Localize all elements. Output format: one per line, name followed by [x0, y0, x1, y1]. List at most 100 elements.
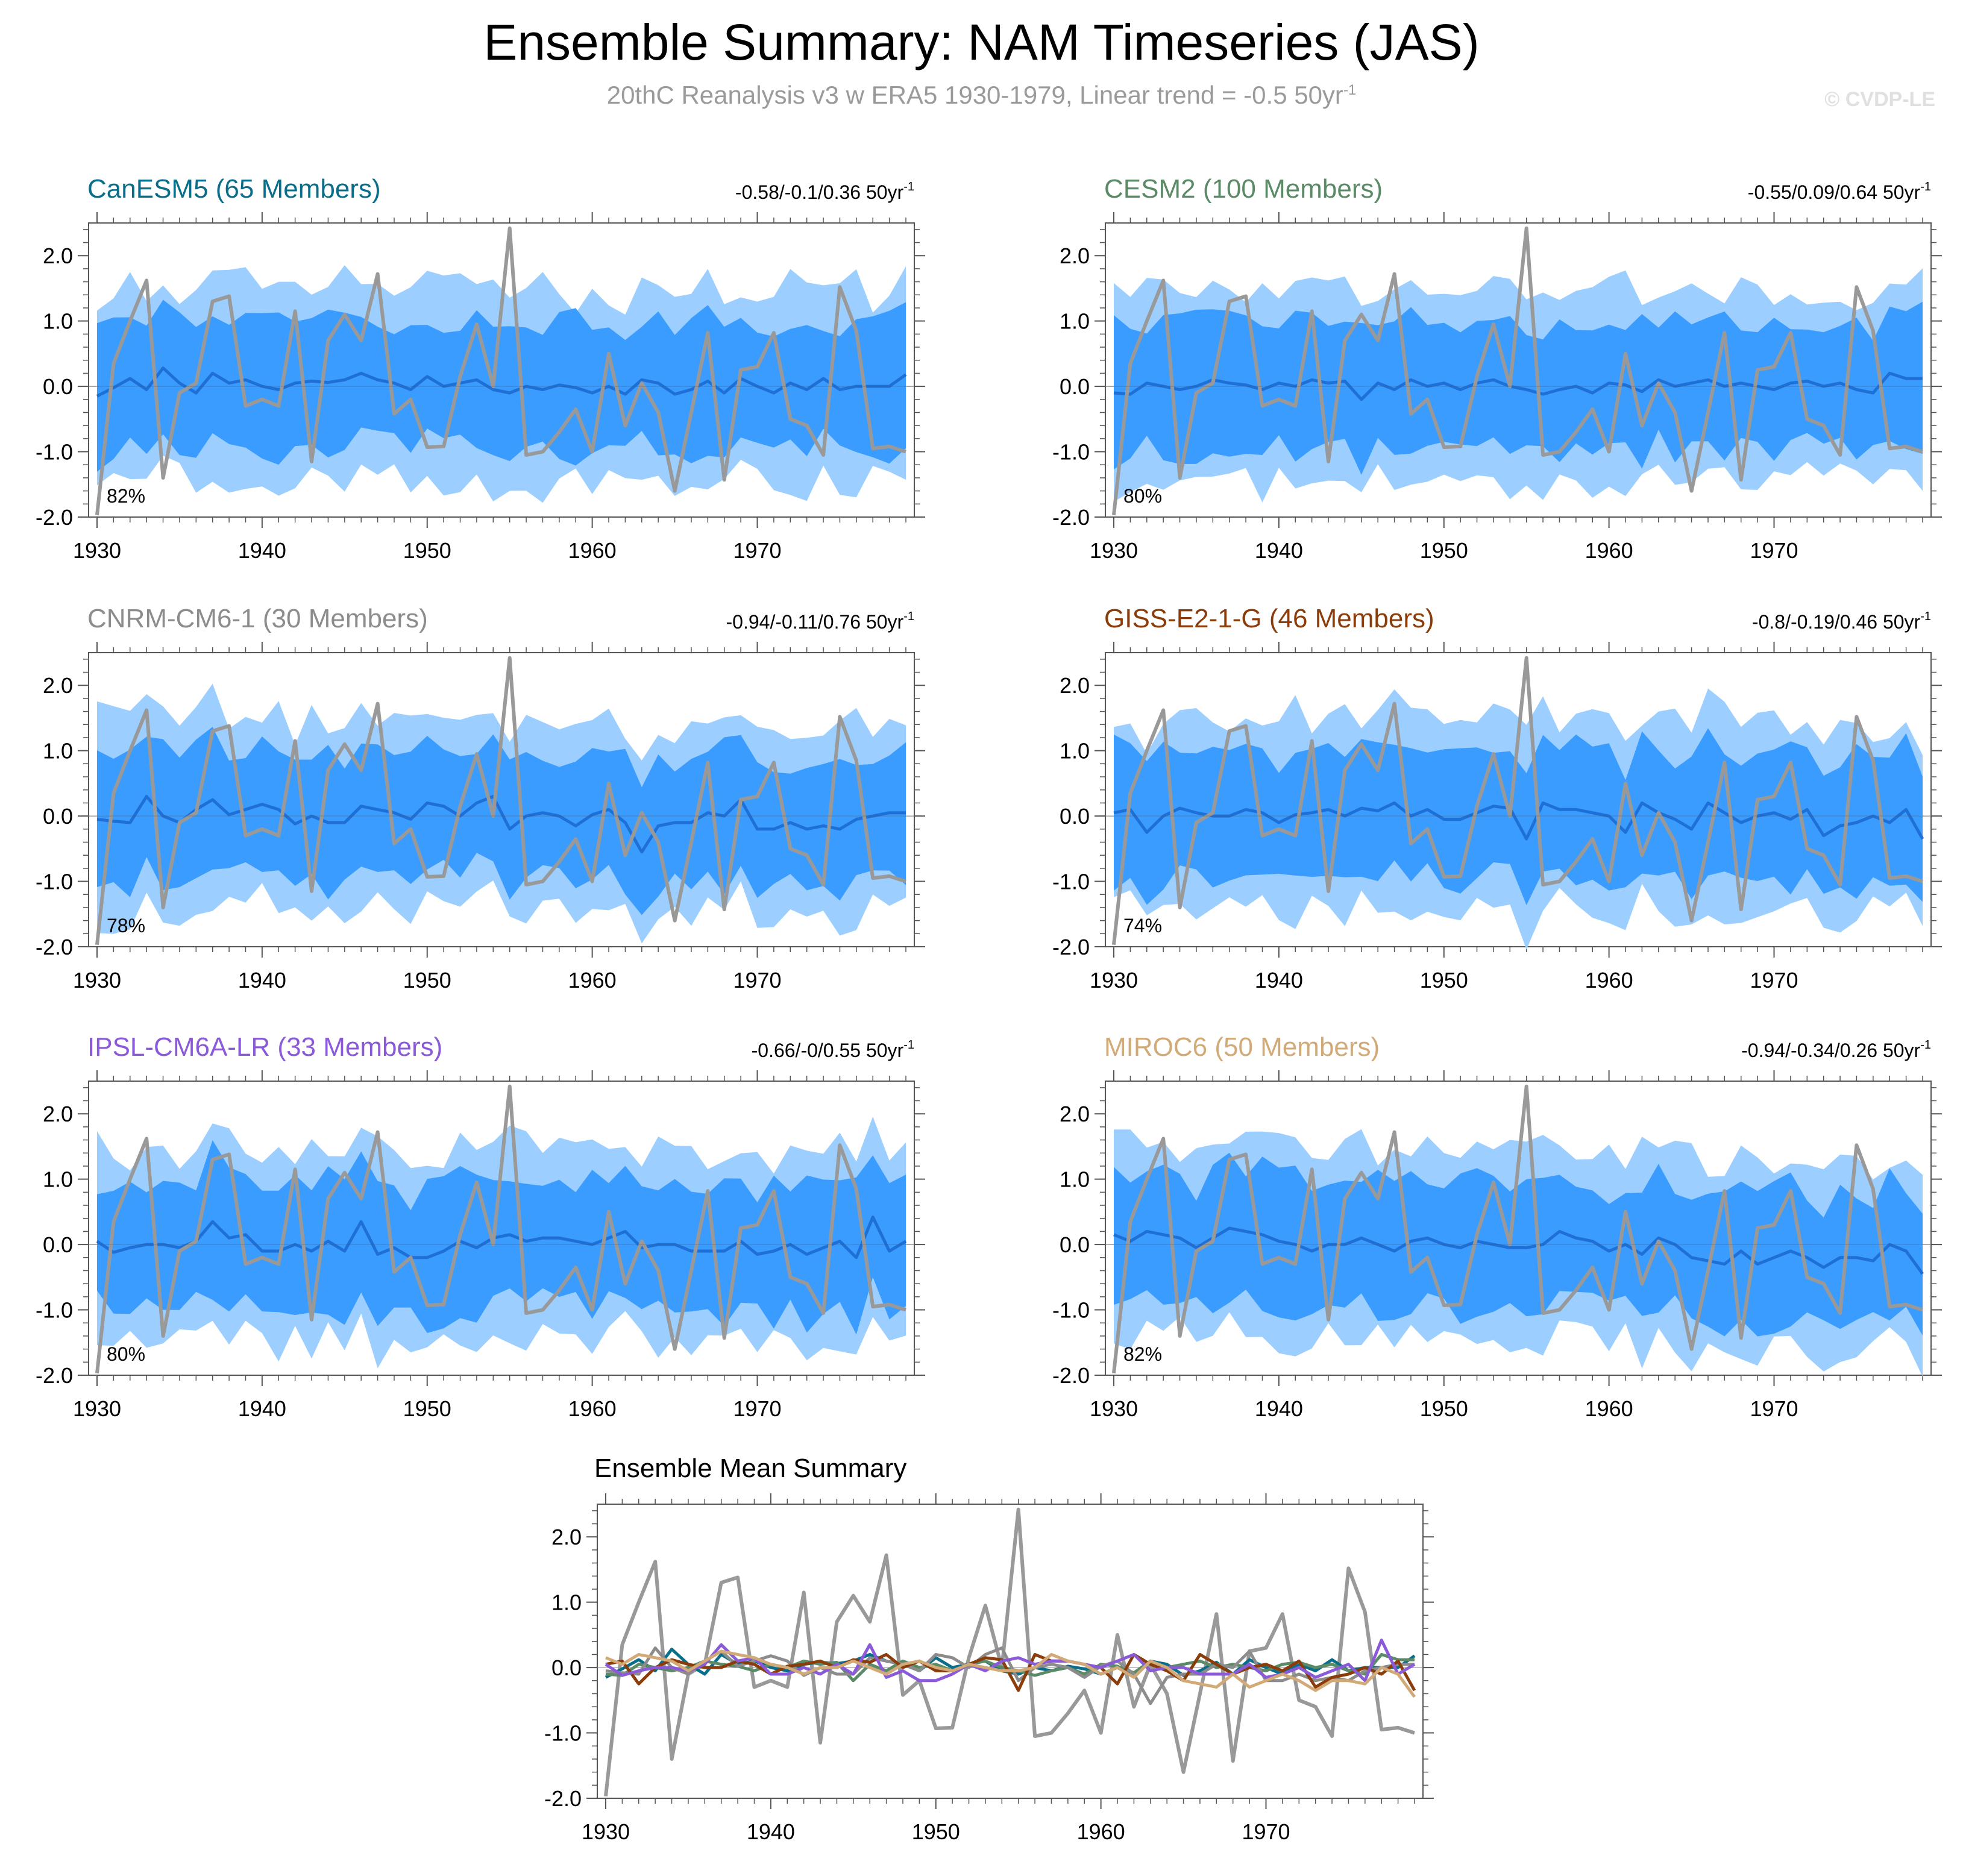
- summary-line-cnrm-cm6-1: [605, 1646, 1415, 1705]
- panel-ytick-label: 1.0: [43, 739, 73, 764]
- panel-frame: [88, 1081, 915, 1376]
- panel-xtick-label: 1940: [238, 968, 286, 993]
- ensemble-mean-line: [96, 795, 906, 854]
- panel-stats: -0.58/-0.1/0.36 50yr-1: [735, 180, 914, 203]
- panel-xtick-label: 1950: [403, 1396, 451, 1421]
- observed-line: [1112, 226, 1923, 516]
- panel-ytick-label: -2.0: [36, 1363, 73, 1388]
- panel-frame: [1105, 1081, 1932, 1376]
- panel-title: CESM2 (100 Members): [1104, 174, 1383, 204]
- watermark: © CVDP-LE: [1824, 88, 1935, 111]
- observed-line: [95, 1084, 906, 1374]
- panel-ytick-label: -1.0: [1052, 440, 1090, 465]
- panel-title: MIROC6 (50 Members): [1104, 1032, 1380, 1062]
- panel-ensemble-mean-summary: Ensemble Mean Summary2.01.00.0-1.0-2.019…: [544, 1454, 1434, 1844]
- panel-xtick-label: 1930: [1090, 538, 1138, 563]
- panel-xtick-label: 1960: [568, 1396, 617, 1421]
- panel-xtick-label: 1950: [1420, 538, 1468, 563]
- panel-ytick-label: 1.0: [43, 1167, 73, 1192]
- observed-line: [1112, 1084, 1923, 1374]
- panel-frame: [88, 652, 915, 947]
- panel-ytick-label: 2.0: [43, 243, 73, 268]
- panel-xtick-label: 1950: [403, 968, 451, 993]
- page-subtitle: 20thC Reanalysis v3 w ERA5 1930-1979, Li…: [0, 81, 1963, 110]
- panel-title: CNRM-CM6-1 (30 Members): [87, 604, 428, 633]
- panel-ytick-label: -1.0: [1052, 1298, 1090, 1323]
- panel-stats: -0.94/-0.34/0.26 50yr-1: [1741, 1038, 1931, 1061]
- panel-cesm2: CESM2 (100 Members) -0.55/0.09/0.64 50yr-…: [1052, 174, 1942, 563]
- panel-ytick-label: 0.0: [43, 374, 73, 399]
- percent-label: 80%: [107, 1343, 145, 1365]
- panel-ytick-label: 0.0: [1060, 374, 1090, 399]
- summary-ytick-label: 2.0: [551, 1525, 582, 1549]
- ensemble-mean-line: [1113, 801, 1924, 841]
- panel-ytick-label: 0.0: [43, 1232, 73, 1257]
- panel-ytick-label: 1.0: [43, 309, 73, 334]
- panel-xtick-label: 1960: [568, 538, 617, 563]
- panel-xtick-label: 1930: [1090, 968, 1138, 993]
- panel-xtick-label: 1960: [568, 968, 617, 993]
- summary-frame: [597, 1504, 1424, 1799]
- ensemble-mean-line: [1113, 371, 1923, 401]
- panel-ipsl-cm6a-lr: IPSL-CM6A-LR (33 Members) -0.66/-0/0.55 5…: [36, 1032, 925, 1421]
- subtitle-sup: -1: [1343, 82, 1357, 98]
- panel-ytick-label: -1.0: [36, 870, 73, 894]
- panel-frame: [1105, 652, 1932, 947]
- panel-ytick-label: 0.0: [1060, 1232, 1090, 1257]
- percent-label: 74%: [1123, 915, 1162, 936]
- panel-giss-e2-1-g: GISS-E2-1-G (46 Members) -0.8/-0.19/0.46 …: [1052, 604, 1942, 993]
- panel-xtick-label: 1970: [733, 968, 781, 993]
- panel-frame: [88, 222, 915, 518]
- percent-label: 80%: [1123, 485, 1162, 507]
- panel-xtick-label: 1940: [1255, 968, 1303, 993]
- panel-ytick-label: -2.0: [36, 935, 73, 959]
- summary-title: Ensemble Mean Summary: [594, 1454, 906, 1483]
- panel-stats: -0.94/-0.11/0.76 50yr-1: [726, 610, 915, 633]
- ensemble-mean-line: [96, 366, 907, 398]
- panel-ytick-label: -1.0: [36, 1298, 73, 1323]
- panel-xtick-label: 1930: [73, 538, 121, 563]
- panel-ytick-label: 0.0: [43, 804, 73, 829]
- panel-ytick-label: -2.0: [1052, 1363, 1090, 1388]
- summary-ytick-label: 0.0: [551, 1655, 582, 1680]
- panel-ytick-label: 2.0: [1060, 673, 1090, 698]
- panel-title: GISS-E2-1-G (46 Members): [1104, 604, 1434, 633]
- summary-line-cesm2: [605, 1652, 1415, 1683]
- panel-ytick-label: -1.0: [1052, 870, 1090, 894]
- panel-miroc6: MIROC6 (50 Members) -0.94/-0.34/0.26 50yr…: [1052, 1032, 1942, 1421]
- summary-ytick-label: -2.0: [544, 1786, 582, 1811]
- panel-xtick-label: 1930: [73, 1396, 121, 1421]
- panel-stats: -0.66/-0/0.55 50yr-1: [752, 1038, 914, 1061]
- panel-xtick-label: 1940: [1255, 1396, 1303, 1421]
- panel-stats: -0.8/-0.19/0.46 50yr-1: [1752, 610, 1931, 633]
- panel-xtick-label: 1970: [733, 1396, 781, 1421]
- observed-line: [1112, 656, 1923, 946]
- panel-xtick-label: 1940: [238, 538, 286, 563]
- panel-xtick-label: 1970: [733, 538, 781, 563]
- panel-ytick-label: 2.0: [43, 673, 73, 698]
- panel-ytick-label: 2.0: [43, 1102, 73, 1126]
- panel-frame: [1105, 222, 1932, 518]
- panel-ytick-label: -1.0: [36, 440, 73, 465]
- observed-line: [604, 1507, 1415, 1797]
- panel-ytick-label: 1.0: [1060, 1167, 1090, 1192]
- panel-cnrm-cm6-1: CNRM-CM6-1 (30 Members) -0.94/-0.11/0.76 …: [36, 604, 925, 993]
- panel-xtick-label: 1950: [1420, 1396, 1468, 1421]
- panel-xtick-label: 1950: [403, 538, 451, 563]
- summary-xtick-label: 1960: [1077, 1819, 1125, 1844]
- panel-xtick-label: 1940: [238, 1396, 286, 1421]
- percent-label: 82%: [1123, 1343, 1162, 1365]
- panel-canesm5: CanESM5 (65 Members) -0.58/-0.1/0.36 50yr…: [36, 174, 925, 563]
- page-title: Ensemble Summary: NAM Timeseries (JAS): [483, 14, 1480, 71]
- summary-ytick-label: 1.0: [551, 1590, 582, 1615]
- panel-xtick-label: 1960: [1585, 538, 1633, 563]
- percent-label: 78%: [107, 915, 145, 936]
- panel-xtick-label: 1970: [1750, 1396, 1798, 1421]
- panel-xtick-label: 1950: [1420, 968, 1468, 993]
- panel-title: CanESM5 (65 Members): [87, 174, 381, 204]
- panel-ytick-label: 0.0: [1060, 804, 1090, 829]
- summary-xtick-label: 1940: [747, 1819, 795, 1844]
- subtitle-text: 20thC Reanalysis v3 w ERA5 1930-1979, Li…: [606, 81, 1343, 109]
- observed-line: [95, 656, 906, 946]
